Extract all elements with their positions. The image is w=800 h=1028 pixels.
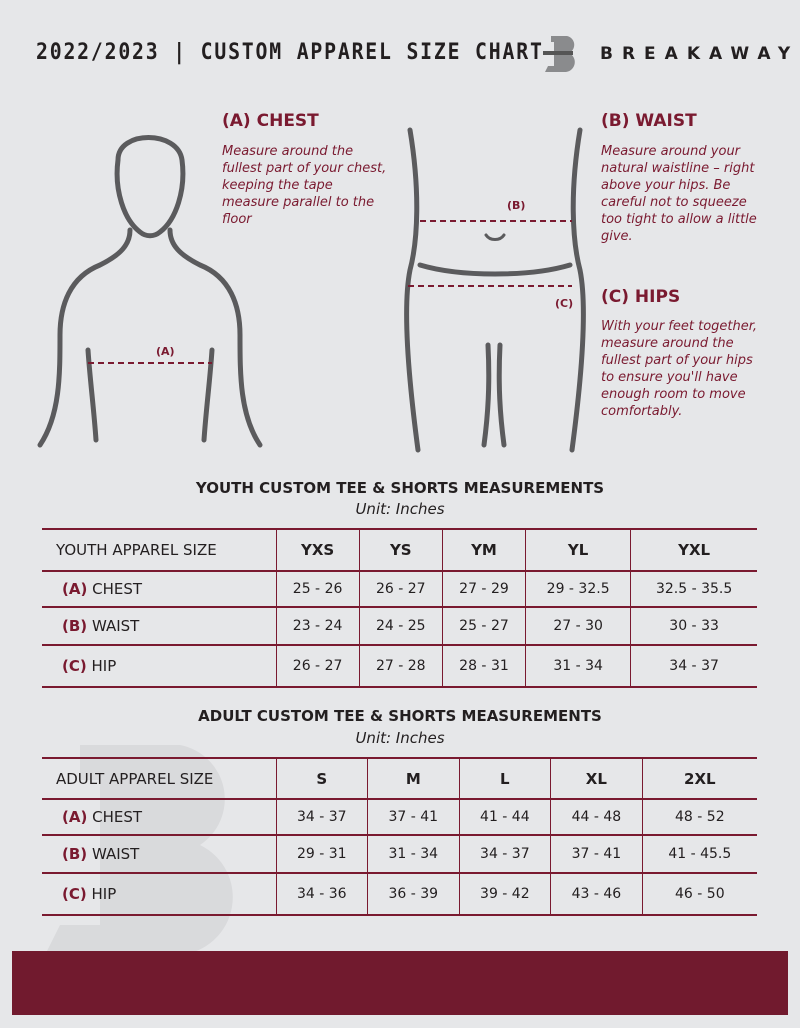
table-row: (C) HIP 34 - 36 36 - 39 39 - 42 43 - 46 46 - …: [42, 872, 757, 916]
header-cell: XL: [550, 757, 643, 800]
cell: 36 - 39: [367, 872, 460, 916]
header-cell: YXS: [275, 528, 360, 572]
header-cell: 2XL: [641, 757, 757, 800]
cell: 25 - 27: [441, 606, 526, 646]
cell: 24 - 25: [358, 606, 443, 646]
row-label: HIP: [91, 657, 117, 675]
header-cell: YS: [358, 528, 443, 572]
hips-heading: (C) HIPS: [601, 287, 681, 307]
cell: 27 - 28: [358, 644, 443, 688]
waist-marker: (B): [507, 199, 525, 212]
header-cell: M: [367, 757, 460, 800]
table-row: (B) WAIST 23 - 24 24 - 25 25 - 27 27 - 30 30 …: [42, 606, 757, 646]
row-tag: (C): [62, 657, 87, 675]
footer-bar: [12, 951, 788, 1015]
table-header-row: ADULT APPAREL SIZE S M L XL 2XL: [42, 757, 757, 800]
cell: 27 - 29: [441, 570, 526, 608]
row-tag: (A): [62, 808, 88, 826]
cell: 29 - 31: [275, 834, 368, 874]
cell: 34 - 36: [275, 872, 368, 916]
cell: 34 - 37: [630, 644, 757, 688]
header-cell: YL: [525, 528, 631, 572]
adult-unit: Unit: Inches: [355, 729, 445, 747]
cell: 26 - 27: [358, 570, 443, 608]
cell: 46 - 50: [641, 872, 757, 916]
cell: 48 - 52: [641, 798, 757, 836]
cell: 30 - 33: [630, 606, 757, 646]
cell: 25 - 26: [275, 570, 360, 608]
lower-body-figure: (B) (C): [404, 127, 586, 453]
adult-size-table: ADULT APPAREL SIZE S M L XL 2XL (A) CHEST 34 -…: [42, 757, 757, 916]
cell: 41 - 45.5: [641, 834, 757, 874]
upper-body-figure: (A): [37, 135, 263, 448]
cell: 27 - 30: [525, 606, 631, 646]
header-cell: YXL: [630, 528, 757, 572]
page-title: 2022/2023 | CUSTOM APPAREL SIZE CHART: [36, 40, 544, 65]
adult-table-title: ADULT CUSTOM TEE & SHORTS MEASUREMENTS: [198, 707, 602, 725]
youth-unit: Unit: Inches: [355, 500, 445, 518]
waist-description: Measure around your natural waistline – …: [601, 144, 757, 244]
breakaway-logo-icon: [543, 36, 575, 72]
cell: 31 - 34: [525, 644, 631, 688]
cell: 34 - 37: [458, 834, 551, 874]
cell: 37 - 41: [367, 798, 460, 836]
row-label: CHEST: [92, 808, 143, 826]
row-label: CHEST: [92, 580, 143, 598]
cell: 43 - 46: [550, 872, 643, 916]
cell: 39 - 42: [458, 872, 551, 916]
youth-table-title: YOUTH CUSTOM TEE & SHORTS MEASUREMENTS: [195, 479, 605, 497]
brand-name: BREAKAWAY: [600, 44, 800, 64]
cell: 41 - 44: [458, 798, 551, 836]
row-tag: (B): [62, 617, 88, 635]
chest-marker: (A): [156, 345, 175, 358]
table-row: (A) CHEST 34 - 37 37 - 41 41 - 44 44 - 48 48 …: [42, 798, 757, 836]
cell: 26 - 27: [275, 644, 360, 688]
cell: 23 - 24: [275, 606, 360, 646]
header-cell: ADULT APPAREL SIZE: [42, 757, 276, 800]
row-tag: (A): [62, 580, 88, 598]
row-label: WAIST: [91, 617, 140, 635]
header-cell: YM: [441, 528, 526, 572]
header-cell: YOUTH APPAREL SIZE: [42, 528, 276, 572]
header-cell: L: [458, 757, 551, 800]
cell: 29 - 32.5: [525, 570, 631, 608]
table-row: (A) CHEST 25 - 26 26 - 27 27 - 29 29 - 32.5 3…: [42, 570, 757, 608]
hips-marker: (C): [555, 297, 573, 310]
row-tag: (B): [62, 845, 88, 863]
table-header-row: YOUTH APPAREL SIZE YXS YS YM YL YXL: [42, 528, 757, 572]
row-label: HIP: [91, 885, 117, 903]
youth-size-table: YOUTH APPAREL SIZE YXS YS YM YL YXL (A) CHEST…: [42, 528, 757, 688]
row-label: WAIST: [91, 845, 140, 863]
row-tag: (C): [62, 885, 87, 903]
cell: 28 - 31: [441, 644, 526, 688]
cell: 44 - 48: [550, 798, 643, 836]
hips-description: With your feet together, measure around …: [601, 319, 758, 419]
table-row: (C) HIP 26 - 27 27 - 28 28 - 31 31 - 34 34 - …: [42, 644, 757, 688]
header-cell: S: [275, 757, 368, 800]
cell: 32.5 - 35.5: [630, 570, 757, 608]
chest-heading: (A) CHEST: [222, 111, 319, 131]
cell: 31 - 34: [367, 834, 460, 874]
chest-description: Measure around the fullest part of your …: [222, 144, 387, 227]
cell: 34 - 37: [275, 798, 368, 836]
table-row: (B) WAIST 29 - 31 31 - 34 34 - 37 37 - 41 41 …: [42, 834, 757, 874]
waist-heading: (B) WAIST: [601, 111, 697, 131]
cell: 37 - 41: [550, 834, 643, 874]
